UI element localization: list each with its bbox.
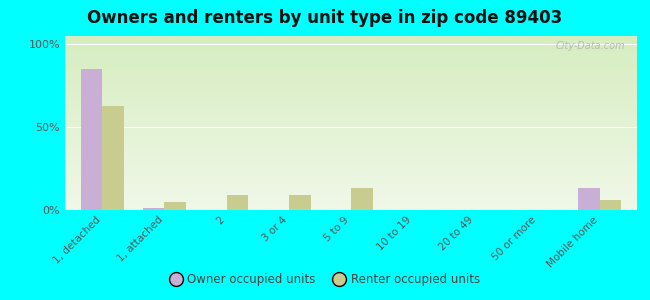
Bar (600, 200, 621, 210)
Bar (143, 208, 164, 210)
Bar (102, 106, 124, 210)
Legend: Owner occupied units, Renter occupied units: Owner occupied units, Renter occupied un… (165, 269, 485, 291)
Text: City-Data.com: City-Data.com (556, 41, 625, 51)
Bar (351, 188, 372, 210)
Bar (289, 195, 311, 210)
Bar (81, 69, 102, 210)
Bar (164, 202, 187, 210)
Bar (227, 195, 248, 210)
Text: Owners and renters by unit type in zip code 89403: Owners and renters by unit type in zip c… (87, 9, 563, 27)
Bar (578, 188, 600, 210)
